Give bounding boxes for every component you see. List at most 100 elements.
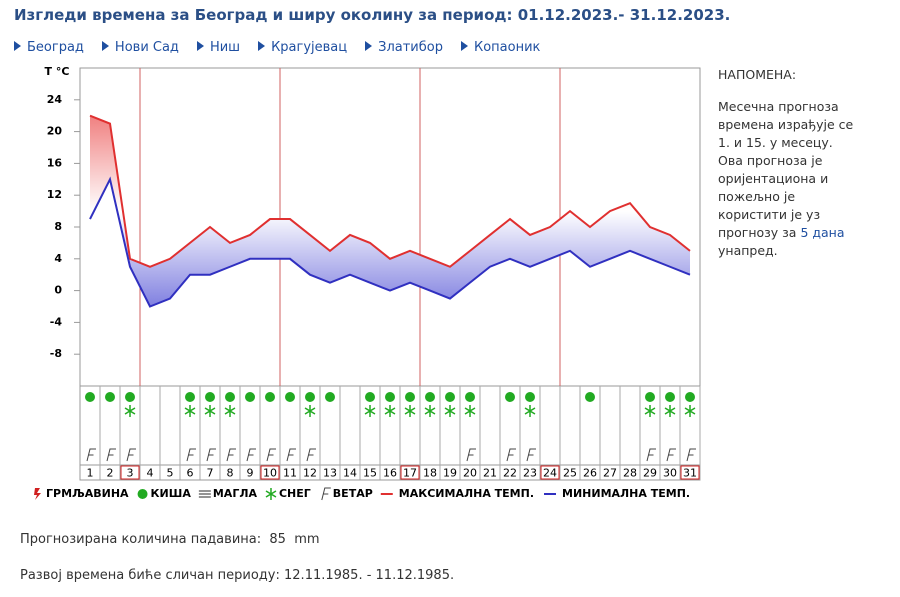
- day-label: 29: [643, 467, 657, 480]
- weather-mark: [526, 448, 536, 462]
- nav-link[interactable]: Крагујевац: [258, 40, 347, 55]
- snow-icon: [444, 405, 456, 417]
- weather-mark: [364, 405, 376, 417]
- weather-mark: [325, 392, 335, 402]
- day-label: 22: [503, 467, 517, 480]
- day-label: 30: [663, 467, 677, 480]
- nav-link[interactable]: Београд: [14, 40, 84, 55]
- weather-mark: [645, 392, 655, 402]
- day-label: 4: [147, 467, 154, 480]
- rain-icon: [137, 489, 148, 499]
- day-label: 27: [603, 467, 617, 480]
- precip-value: 85: [269, 532, 286, 547]
- temp-band: [90, 115, 690, 307]
- legend-label: СНЕГ: [279, 487, 311, 500]
- rain-icon: [285, 392, 295, 402]
- note-link[interactable]: 5 дана: [800, 225, 845, 240]
- note: НАПОМЕНА: Месечна прогноза времена израђ…: [718, 66, 858, 260]
- weather-mark: [306, 448, 316, 462]
- day-label: 11: [283, 467, 297, 480]
- rain-icon: [85, 392, 95, 402]
- weather-mark: [525, 392, 535, 402]
- y-tick-label: 20: [47, 125, 63, 138]
- weather-mark: [85, 392, 95, 402]
- wind-icon: [186, 448, 196, 462]
- precip-unit: mm: [294, 532, 320, 547]
- day-label: 16: [383, 467, 397, 480]
- nav-link[interactable]: Нови Сад: [102, 40, 179, 55]
- rain-icon: [305, 392, 315, 402]
- day-label: 10: [263, 467, 277, 480]
- y-tick-label: -8: [50, 347, 62, 360]
- snow-icon: [424, 405, 436, 417]
- day-cell: [540, 465, 560, 480]
- weather-mark: [505, 392, 515, 402]
- rain-icon: [665, 392, 675, 402]
- legend-label: МАКСИМАЛНА ТЕМП.: [399, 487, 534, 500]
- page-title: Изгледи времена за Београд и ширу околин…: [14, 6, 731, 24]
- snow-icon: [384, 405, 396, 417]
- thunder-icon: [34, 488, 41, 500]
- rain-icon: [225, 392, 235, 402]
- day-label: 24: [543, 467, 557, 480]
- rain-icon: [245, 392, 255, 402]
- weather-mark: [285, 392, 295, 402]
- y-tick-label: 4: [54, 252, 62, 265]
- day-label: 6: [187, 467, 194, 480]
- rain-icon: [405, 392, 415, 402]
- legend-label: МИНИМАЛНА ТЕМП.: [562, 487, 690, 500]
- y-tick-label: 12: [47, 188, 62, 201]
- weather-mark: [124, 405, 136, 417]
- wind-icon: [506, 448, 516, 462]
- rain-icon: [445, 392, 455, 402]
- wind-icon: [226, 448, 236, 462]
- legend-label: КИША: [151, 487, 192, 500]
- weather-mark: [404, 405, 416, 417]
- nav-link[interactable]: Златибор: [365, 40, 443, 55]
- weather-mark: [184, 405, 196, 417]
- weather-mark: [644, 405, 656, 417]
- wind-icon: [321, 487, 331, 501]
- weather-mark: [186, 448, 196, 462]
- rain-icon: [365, 392, 375, 402]
- day-cell: [400, 465, 420, 480]
- day-label: 9: [247, 467, 254, 480]
- weather-mark: [246, 448, 256, 462]
- legend-label: ГРМЉАВИНА: [46, 487, 129, 500]
- nav-link[interactable]: Копаоник: [461, 40, 540, 55]
- day-label: 31: [683, 467, 697, 480]
- day-label: 2: [107, 467, 114, 480]
- weather-mark: [664, 405, 676, 417]
- weather-mark: [125, 392, 135, 402]
- note-title: НАПОМЕНА:: [718, 67, 797, 82]
- rain-icon: [265, 392, 275, 402]
- weather-mark: [425, 392, 435, 402]
- weather-mark: [204, 405, 216, 417]
- wind-icon: [246, 448, 256, 462]
- note-text: Месечна прогноза времена израђује се 1. …: [718, 99, 854, 240]
- wind-icon: [646, 448, 656, 462]
- wind-icon: [86, 448, 96, 462]
- wind-icon: [466, 448, 476, 462]
- rain-icon: [325, 392, 335, 402]
- similar-label: Развој времена биће сличан периоду:: [20, 568, 280, 583]
- weather-mark: [286, 448, 296, 462]
- day-label: 5: [167, 467, 174, 480]
- nav-link[interactable]: Ниш: [197, 40, 240, 55]
- weather-mark: [466, 448, 476, 462]
- rain-icon: [385, 392, 395, 402]
- weather-mark: [405, 392, 415, 402]
- day-label: 14: [343, 467, 357, 480]
- weather-mark: [646, 448, 656, 462]
- day-cell: [120, 465, 140, 480]
- rain-icon: [205, 392, 215, 402]
- y-tick-label: 0: [54, 284, 62, 297]
- y-tick-label: 24: [47, 93, 63, 106]
- day-label: 8: [227, 467, 234, 480]
- wind-icon: [206, 448, 216, 462]
- weather-mark: [384, 405, 396, 417]
- day-label: 12: [303, 467, 317, 480]
- weather-mark: [385, 392, 395, 402]
- day-label: 3: [127, 467, 134, 480]
